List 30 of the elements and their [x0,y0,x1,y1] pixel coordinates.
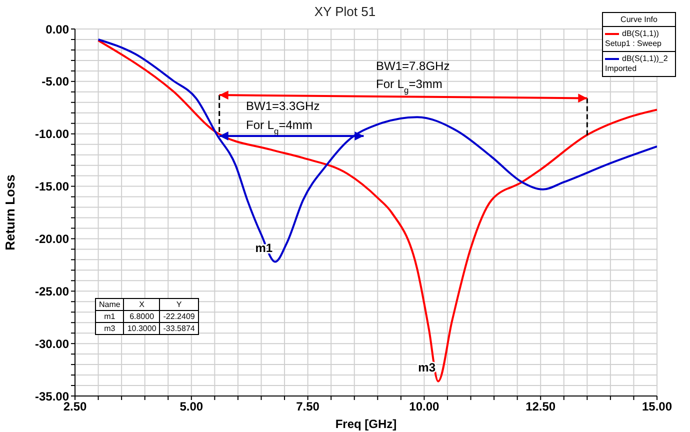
y-tick-label: -25.00 [34,284,70,298]
annotation: -33.5874 [160,322,198,334]
legend-label: dB(S(1,1)) Setup1 : Sweep [603,27,675,52]
annotation: X [124,298,160,310]
annotation: m1 [96,310,124,322]
x-axis-title: Freq [GHz] [335,417,397,431]
y-tick-label: -20.00 [34,232,70,246]
annotation: BW1=7.8GHz [376,59,450,73]
x-tick-label: 10.00 [409,400,440,414]
annotation: -22.2409 [160,310,198,322]
legend-label: dB(S(1,1))_2 Imported [604,53,669,75]
y-tick-label: -10.00 [34,127,70,142]
legend-title: Curve Info [603,13,675,27]
x-tick-label: 12.50 [526,400,556,414]
x-tick-label: 7.50 [296,400,320,414]
y-tick-label: -15.00 [34,180,70,194]
annotation: 6.8000 [124,310,160,322]
y-tick-label: 0.00 [46,22,70,36]
annotation: Name [96,298,124,310]
annotation: For L$_{g}$=3mm [376,77,442,95]
y-axis-title: Return Loss [2,174,18,250]
y-tick-label: -5.00 [42,74,70,89]
annotation: 10.3000 [124,322,160,334]
annotation: Y [160,298,198,310]
annotation: BW1=3.3GHz [246,99,320,113]
x-tick-label: 5.00 [180,400,204,414]
chart-title: XY Plot 51 [314,4,376,19]
annotation: m3 [96,322,124,334]
x-tick-label: 15.00 [642,400,672,414]
y-tick-label: -30.00 [34,336,70,351]
